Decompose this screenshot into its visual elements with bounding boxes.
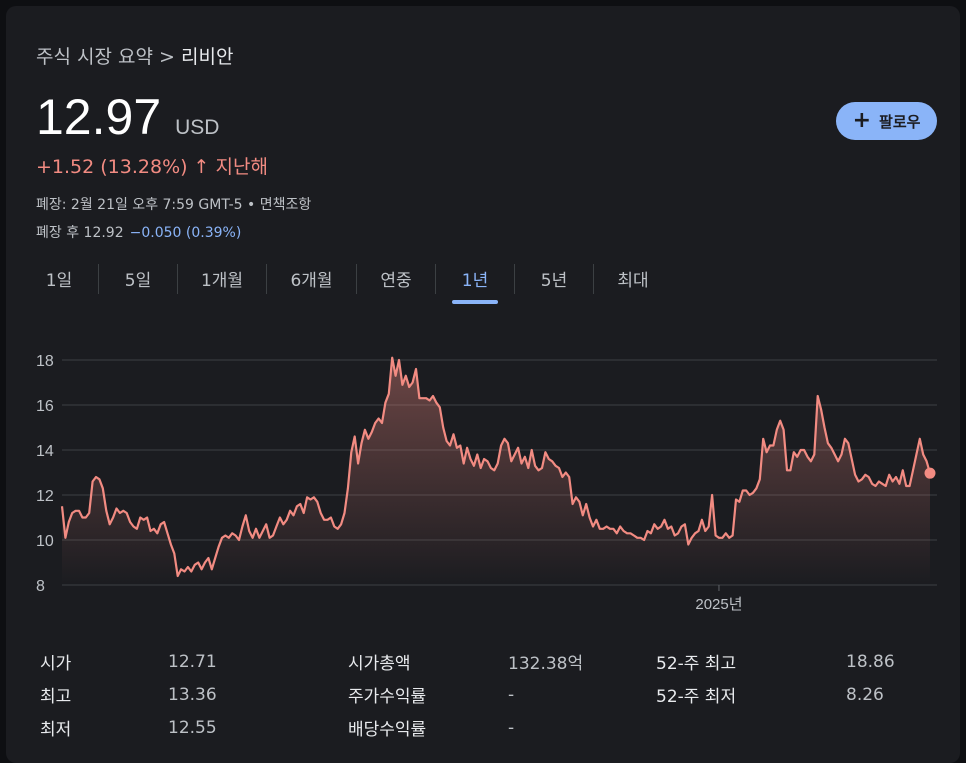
- period-label: 지난해: [215, 156, 268, 178]
- plus-icon: +: [852, 108, 872, 133]
- stat-value-52w-high: 18.86: [846, 651, 895, 672]
- tab-divider: [98, 264, 99, 294]
- stat-label-dividend-yield: 배당수익률: [348, 720, 427, 740]
- price-row: 12.97 USD: [36, 88, 219, 146]
- y-tick-label: 14: [36, 443, 54, 460]
- stat-label-52w-high: 52-주 최고: [656, 654, 737, 674]
- stat-label-low: 최저: [40, 720, 72, 740]
- time-range-tabs: 1일 5일 1개월 6개월 연중 1년 5년 최대: [20, 262, 672, 298]
- tab-1d[interactable]: 1일: [45, 271, 73, 291]
- current-price-dot: [924, 467, 936, 479]
- price-chart[interactable]: 8 10 12 14 16 18 2025년: [0, 330, 966, 620]
- tab-divider: [593, 264, 594, 294]
- stat-value-pe-ratio: -: [508, 684, 515, 705]
- tab-divider: [266, 264, 267, 294]
- tab-max[interactable]: 최대: [617, 271, 649, 291]
- after-hours-info: 폐장 후 12.92 −0.050 (0.39%): [36, 222, 241, 242]
- tab-5y[interactable]: 5년: [540, 271, 568, 291]
- market-closed-info: 폐장: 2월 21일 오후 7:59 GMT-5 • 면책조항: [36, 197, 312, 213]
- stat-label-52w-low: 52-주 최저: [656, 687, 737, 707]
- tab-6m[interactable]: 6개월: [290, 271, 333, 291]
- y-tick-label: 10: [36, 533, 54, 550]
- stat-value-dividend-yield: -: [508, 717, 515, 738]
- stock-price: 12.97: [36, 89, 162, 145]
- follow-label: 팔로우: [879, 112, 921, 131]
- tab-divider: [356, 264, 357, 294]
- y-axis-labels: 8 10 12 14 16 18: [36, 353, 54, 595]
- stats-row: 최고 13.36 주가수익률 - 52-주 최저 8.26: [40, 678, 920, 711]
- stat-value-market-cap: 132.38억: [508, 654, 584, 674]
- tab-1m[interactable]: 1개월: [200, 271, 244, 291]
- tab-1y[interactable]: 1년: [436, 262, 514, 298]
- follow-button[interactable]: + 팔로우: [836, 102, 937, 140]
- stat-label-pe-ratio: 주가수익률: [348, 687, 427, 707]
- y-tick-label: 8: [36, 578, 45, 595]
- price-change-value: +1.52 (13.28%): [36, 156, 188, 178]
- breadcrumb: 주식 시장 요약 > 리비안: [36, 42, 233, 69]
- y-tick-label: 16: [36, 398, 54, 415]
- price-change: +1.52 (13.28%) ↑ 지난해: [36, 152, 268, 179]
- y-tick-label: 18: [36, 353, 54, 370]
- stat-value-high: 13.36: [168, 684, 217, 705]
- breadcrumb-parent[interactable]: 주식 시장 요약: [36, 46, 153, 68]
- tab-ytd[interactable]: 연중: [380, 271, 412, 291]
- stat-label-market-cap: 시가총액: [348, 654, 411, 674]
- arrow-up-icon: ↑: [193, 156, 210, 178]
- tab-divider: [514, 264, 515, 294]
- breadcrumb-current: 리비안: [180, 46, 234, 68]
- stat-value-low: 12.55: [168, 717, 217, 738]
- price-line: [60, 356, 932, 578]
- breadcrumb-separator: >: [159, 46, 175, 68]
- stats-row: 시가 12.71 시가총액 132.38억 52-주 최고 18.86: [40, 645, 920, 678]
- x-axis-label: 2025년: [695, 596, 742, 613]
- price-area-fill: [62, 357, 930, 585]
- after-hours-price: 폐장 후 12.92: [36, 225, 124, 241]
- tab-divider: [177, 264, 178, 294]
- after-hours-change: −0.050 (0.39%): [129, 225, 242, 241]
- currency-label: USD: [175, 116, 220, 139]
- stat-value-open: 12.71: [168, 651, 217, 672]
- y-tick-label: 12: [36, 488, 54, 505]
- key-stats: 시가 12.71 시가총액 132.38억 52-주 최고 18.86 최고 1…: [40, 645, 920, 744]
- stock-card: [6, 6, 960, 763]
- tab-5d[interactable]: 5일: [124, 271, 152, 291]
- stats-row: 최저 12.55 배당수익률 -: [40, 711, 920, 744]
- stat-value-52w-low: 8.26: [846, 684, 884, 705]
- stat-label-high: 최고: [40, 687, 72, 707]
- stat-label-open: 시가: [40, 654, 72, 674]
